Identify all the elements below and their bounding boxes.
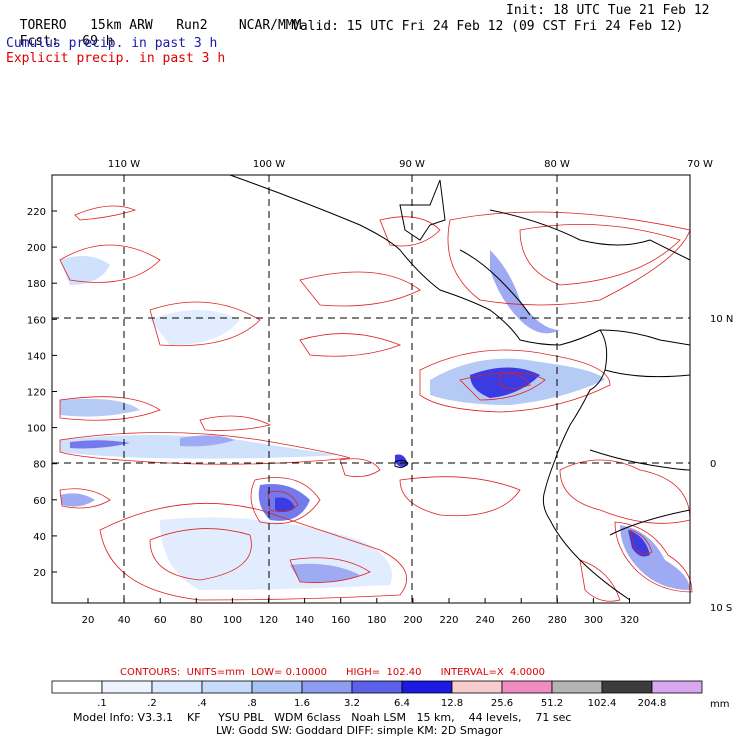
x-tick-label: 80	[190, 615, 203, 626]
map-frame	[51, 174, 691, 604]
y-tick-label: 180	[27, 279, 46, 290]
lon-label: 100 W	[253, 159, 285, 170]
forecast-hour: Fcst: 69 h	[4, 19, 114, 49]
model-name: TORERO	[19, 18, 67, 33]
y-tick-label: 160	[27, 315, 46, 326]
x-tick-label: 260	[512, 615, 531, 626]
colorbar-label: .2	[147, 698, 157, 709]
colorbar-unit: mm	[710, 699, 729, 710]
y-tick-label: 220	[27, 207, 46, 218]
colorbar-swatch	[201, 680, 253, 694]
run-label: Run2	[176, 18, 208, 33]
explicit-contours	[59, 205, 693, 602]
cumulus-label: Cumulus precip. in past 3 h	[6, 36, 218, 51]
x-tick-label: 40	[118, 615, 131, 626]
x-tick-label: 320	[620, 615, 639, 626]
graticule	[52, 175, 690, 603]
colorbar-label: 1.6	[294, 698, 310, 709]
lat-label: 10 S	[710, 603, 732, 614]
explicit-label: Explicit precip. in past 3 h	[6, 51, 226, 66]
colorbar-swatch	[151, 680, 203, 694]
colorbar-swatch	[51, 680, 103, 694]
x-tick-label: 140	[295, 615, 314, 626]
lon-labels: 110 W 100 W 90 W 80 W 70 W	[108, 159, 713, 170]
colorbar-swatch	[501, 680, 553, 694]
x-tick-label: 160	[331, 615, 350, 626]
y-tick-label: 40	[33, 532, 46, 543]
y-tick-label: 200	[27, 243, 46, 254]
y-tick-label: 120	[27, 388, 46, 399]
contour-info: CONTOURS: UNITS=mm LOW= 0.10000 HIGH= 10…	[120, 667, 546, 678]
lat-label: 10 N	[710, 314, 733, 325]
colorbar-swatch	[451, 680, 503, 694]
coastlines	[229, 174, 691, 601]
colorbar-label: 102.4	[588, 698, 617, 709]
physics-info: LW: Godd SW: Goddard DIFF: simple KM: 2D…	[216, 724, 503, 737]
x-tick-labels: 20 40 60 80 100 120 140 160 180 200 220 240 260 280 30…	[82, 615, 639, 626]
x-tick-label: 240	[476, 615, 495, 626]
model-resolution: 15km ARW	[90, 18, 153, 33]
lon-label: 90 W	[399, 159, 425, 170]
x-tick-label: 220	[439, 615, 458, 626]
y-tick-label: 100	[27, 424, 46, 435]
x-tick-label: 200	[403, 615, 422, 626]
y-tick-label: 80	[33, 460, 46, 471]
init-time: Init: 18 UTC Tue 21 Feb 12	[506, 3, 710, 18]
colorbar-label: 51.2	[541, 698, 563, 709]
colorbar-swatch	[351, 680, 403, 694]
colorbar-label: 25.6	[491, 698, 513, 709]
colorbar-label: 3.2	[344, 698, 360, 709]
lon-label: 110 W	[108, 159, 140, 170]
valid-time: Valid: 15 UTC Fri 24 Feb 12 (09 CST Fri …	[292, 19, 684, 34]
x-tick-label: 280	[548, 615, 567, 626]
colorbar-swatch	[551, 680, 603, 694]
x-tick-label: 120	[259, 615, 278, 626]
colorbar-swatch	[601, 680, 653, 694]
x-tick-label: 180	[367, 615, 386, 626]
lon-label: 70 W	[687, 159, 713, 170]
lat-labels: 10 N 0 10 S	[710, 314, 733, 614]
y-tick-labels: 20 40 60 80 100 120 140 160 180 200 220	[27, 207, 46, 579]
colorbar-swatch	[651, 680, 703, 694]
model-info: Model Info: V3.3.1 KF YSU PBL WDM 6class…	[73, 711, 572, 724]
header-model: TORERO 15km ARW Run2 NCAR/MMM	[4, 3, 302, 33]
tick-marks	[52, 210, 630, 603]
x-tick-label: 300	[584, 615, 603, 626]
org-label: NCAR/MMM	[238, 18, 302, 33]
colorbar-swatch	[251, 680, 303, 694]
fcst-value: 69 h	[82, 34, 114, 49]
y-tick-label: 20	[33, 568, 46, 579]
fcst-label: Fcst:	[19, 34, 59, 49]
colorbar-label: .8	[247, 698, 257, 709]
lon-label: 80 W	[544, 159, 570, 170]
colorbar-label: .4	[197, 698, 207, 709]
x-tick-label: 20	[82, 615, 95, 626]
colorbar-swatch	[401, 680, 453, 694]
colorbar-label: .1	[97, 698, 107, 709]
x-tick-label: 100	[223, 615, 242, 626]
colorbar: .1.2.4.8 1.6 3.2 6.4 12.8 25.6 51.2 102.4 204.8 …	[51, 680, 729, 710]
colorbar-label: 6.4	[394, 698, 410, 709]
x-tick-label: 60	[154, 615, 167, 626]
colorbar-label: 12.8	[441, 698, 463, 709]
y-tick-label: 140	[27, 351, 46, 362]
colorbar-label: 204.8	[638, 698, 667, 709]
colorbar-swatch	[301, 680, 353, 694]
lat-label: 0	[710, 459, 716, 470]
colorbar-swatch	[101, 680, 153, 694]
y-tick-label: 60	[33, 496, 46, 507]
